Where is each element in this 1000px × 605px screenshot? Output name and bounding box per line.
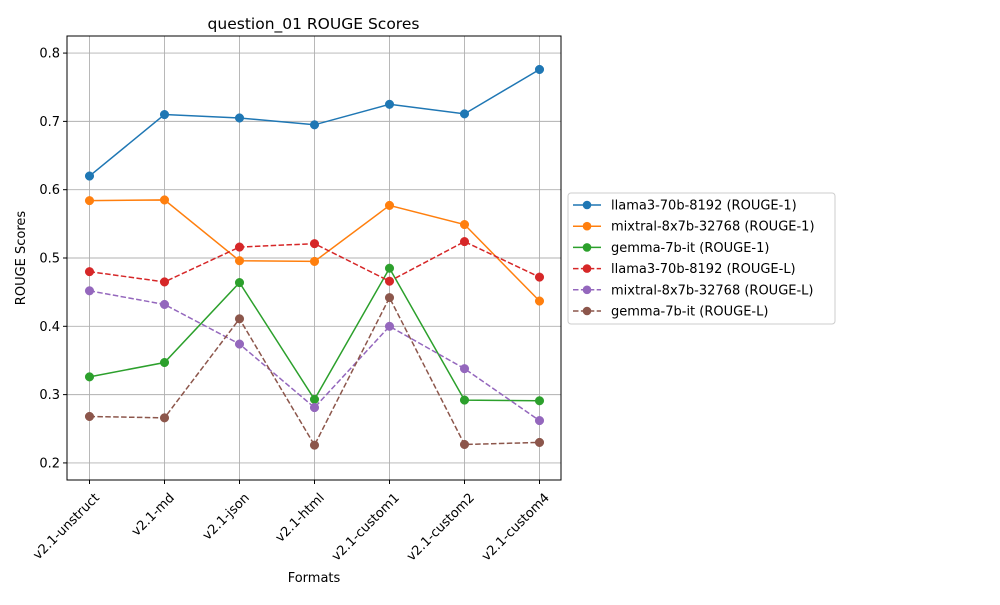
legend-entry: llama3-70b-8192 (ROUGE-1) (573, 199, 797, 214)
data-point (384, 276, 395, 286)
legend-label: llama3-70b-8192 (ROUGE-L) (611, 262, 796, 277)
x-tick-label: v2.1-custom2 (404, 491, 478, 565)
data-point (84, 171, 95, 181)
legend-entry: gemma-7b-it (ROUGE-1) (573, 241, 769, 256)
y-axis-label: ROUGE Scores (14, 211, 29, 306)
legend: llama3-70b-8192 (ROUGE-1) mixtral-8x7b-32… (567, 192, 836, 325)
legend-marker (582, 306, 592, 316)
series-4 (84, 237, 545, 287)
data-point (234, 314, 245, 324)
legend-marker (582, 221, 592, 231)
data-point (534, 396, 545, 406)
data-point (459, 109, 470, 119)
data-point (234, 242, 245, 252)
x-tick-label: v2.1-custom1 (329, 491, 403, 565)
data-point (84, 372, 95, 382)
legend-entry: llama3-70b-8192 (ROUGE-L) (573, 262, 796, 277)
series-5 (84, 286, 545, 426)
data-point (84, 286, 95, 296)
legend-entry: mixtral-8x7b-32768 (ROUGE-1) (573, 220, 815, 235)
data-point (384, 293, 395, 303)
data-point (534, 416, 545, 426)
y-tick-label: 0.4 (39, 320, 60, 335)
x-tick-label: v2.1-custom4 (479, 491, 553, 565)
legend-label: gemma-7b-it (ROUGE-L) (611, 305, 768, 320)
y-tick-label: 0.8 (39, 47, 60, 62)
data-point (234, 339, 245, 349)
data-point (384, 263, 395, 273)
series-layer (84, 64, 545, 450)
legend-marker (582, 264, 592, 273)
y-tick-label: 0.5 (39, 252, 60, 267)
legend-label: gemma-7b-it (ROUGE-1) (611, 241, 769, 256)
data-point (309, 403, 320, 413)
y-tick-label: 0.7 (39, 115, 60, 130)
x-tick-label: v2.1-html (273, 491, 328, 546)
data-point (159, 195, 170, 205)
data-point (159, 277, 170, 287)
axis-ticks: v2.1-unstruct v2.1-md v2.1-json v2.1-html v2… (30, 47, 552, 565)
data-point (459, 395, 470, 405)
legend-label: mixtral-8x7b-32768 (ROUGE-L) (611, 283, 814, 298)
data-point (309, 440, 320, 450)
data-point (384, 321, 395, 331)
x-axis-label: Formats (288, 571, 341, 586)
chart-title: question_01 ROUGE Scores (208, 15, 420, 34)
data-point (159, 413, 170, 423)
legend-marker (582, 200, 592, 210)
data-point (84, 267, 95, 277)
data-point (84, 196, 95, 206)
data-point (309, 256, 320, 266)
legend-box (567, 192, 836, 325)
data-point (309, 239, 320, 249)
data-point (459, 439, 470, 450)
legend-label: llama3-70b-8192 (ROUGE-1) (611, 199, 797, 214)
data-point (309, 394, 320, 404)
data-point (384, 99, 395, 109)
legend-entry: gemma-7b-it (ROUGE-L) (573, 305, 768, 320)
y-tick-label: 0.6 (39, 183, 60, 198)
series-2 (84, 195, 545, 306)
data-point (534, 64, 545, 75)
data-point (84, 411, 95, 422)
legend-marker (582, 243, 592, 252)
series-3 (84, 263, 545, 406)
data-point (234, 256, 245, 266)
data-point (159, 299, 170, 309)
data-point (384, 200, 395, 210)
data-point (159, 357, 170, 368)
data-point (534, 272, 545, 282)
data-point (459, 364, 470, 374)
data-point (534, 296, 545, 306)
x-tick-label: v2.1-unstruct (30, 491, 102, 563)
x-tick-label: v2.1-md (129, 491, 178, 540)
data-point (459, 219, 470, 230)
data-point (459, 237, 470, 247)
data-point (159, 110, 170, 120)
legend-entry: mixtral-8x7b-32768 (ROUGE-L) (573, 283, 814, 298)
data-point (234, 278, 245, 288)
series-1 (84, 64, 545, 181)
x-tick-label: v2.1-json (200, 491, 253, 544)
legend-label: mixtral-8x7b-32768 (ROUGE-1) (611, 220, 815, 235)
y-tick-label: 0.3 (39, 388, 60, 403)
data-point (534, 437, 545, 447)
series-6 (84, 293, 545, 450)
data-point (309, 120, 320, 130)
data-point (234, 113, 245, 123)
y-tick-label: 0.2 (39, 456, 60, 471)
legend-marker (582, 285, 592, 295)
